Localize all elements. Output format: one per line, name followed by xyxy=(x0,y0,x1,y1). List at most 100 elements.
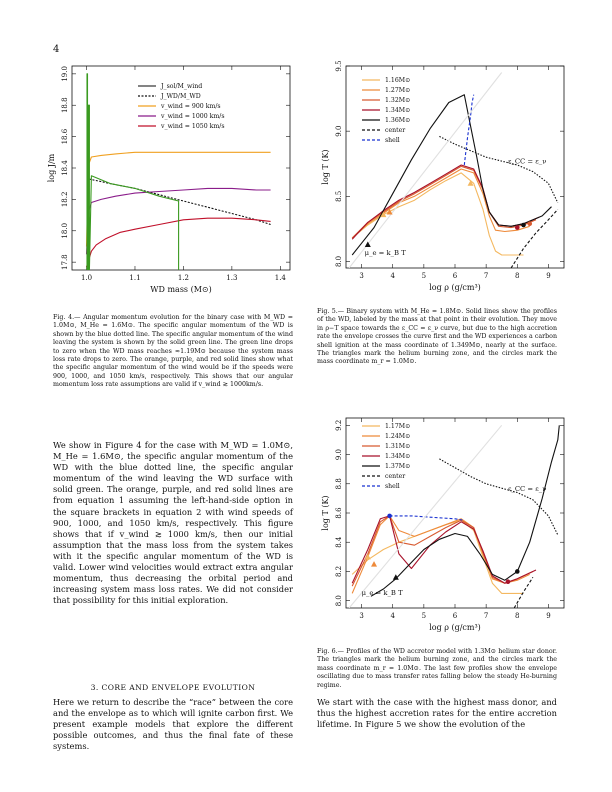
fig6-legend-label: 1.24M⊙ xyxy=(385,433,410,440)
fig4-ytick-label: 18.4 xyxy=(61,160,69,176)
fig6-triangle-marker xyxy=(364,553,371,560)
fig4-ytick-label: 18.2 xyxy=(61,192,69,208)
fig4-legend-label: v_wind = 1050 km/s xyxy=(160,123,225,130)
fig5-circle-marker xyxy=(514,225,520,230)
fig6-legend-label: 1.37M⊙ xyxy=(385,463,410,470)
fig6-triangle-marker xyxy=(392,574,399,580)
fig6-xtick-label: 8 xyxy=(515,612,519,620)
fig5-legend-label: 1.34M⊙ xyxy=(385,107,410,114)
fig4-xlabel: WD mass (M⊙) xyxy=(150,285,211,294)
fig4-xtick-label: 1.3 xyxy=(226,274,237,282)
body-paragraph-3: We start with the case with the highest … xyxy=(317,697,557,730)
fig5-xtick-label: 7 xyxy=(484,272,488,280)
page-number: 4 xyxy=(53,44,60,55)
figure-5: 3 4 5 6 7 8 9 8.0 8.5 9.0 9.5 log ρ (g/cm³) log T (K… xyxy=(321,60,565,292)
fig5-axes-frame xyxy=(345,65,565,269)
fig5-xtick-label: 4 xyxy=(390,272,395,280)
fig5-ytick-label: 8.5 xyxy=(335,191,343,202)
fig6-plot: 3 4 5 6 7 8 9 8.0 8.2 8.4 8.6 8.8 9.0 9.2 log ρ (g/cm³… xyxy=(321,417,565,632)
fig5-series-line xyxy=(351,165,537,239)
fig4-series-group xyxy=(85,73,271,270)
fig4-series-line xyxy=(88,178,271,226)
fig4-xtick-label: 1.0 xyxy=(81,274,92,282)
fig5-annotation: μ_e = k_B T xyxy=(365,249,407,257)
fig6-legend-label: 1.31M⊙ xyxy=(385,443,410,450)
fig5-legend-label: shell xyxy=(385,137,400,144)
fig5-caption: Fig. 5.— Binary system with M_He = 1.8M⊙… xyxy=(317,308,557,366)
fig4-ytick-label: 18.8 xyxy=(61,97,69,113)
fig5-ytick-label: 9.0 xyxy=(335,126,343,137)
fig5-legend-label: 1.16M⊙ xyxy=(385,77,410,84)
fig6-circle-marker xyxy=(387,513,392,519)
fig6-triangle-marker xyxy=(371,561,378,567)
fig6-ytick-label: 8.8 xyxy=(335,478,343,489)
fig5-series-line xyxy=(351,168,530,239)
fig6-series-line xyxy=(351,519,524,594)
fig6-series-group xyxy=(348,424,560,608)
fig5-annotation: ε_CC = ε_ν xyxy=(508,158,546,166)
fig4-plot: 1.0 1.1 1.2 1.3 1.4 17.8 18.0 18.2 18.4 18.6 18.8 1… xyxy=(47,65,291,294)
fig6-series-line xyxy=(351,515,537,584)
fig4-xtick-label: 1.4 xyxy=(275,274,287,282)
body-paragraph-2: Here we return to describe the “race” be… xyxy=(53,697,293,752)
fig4-series-line xyxy=(85,151,271,247)
fig5-xtick-label: 3 xyxy=(359,272,363,280)
fig6-ytick-label: 8.6 xyxy=(335,507,343,519)
fig6-caption: Fig. 6.— Profiles of the WD accretor mod… xyxy=(317,648,557,689)
fig5-series-line xyxy=(348,72,503,268)
figure-4: 1.0 1.1 1.2 1.3 1.4 17.8 18.0 18.2 18.4 18.6 18.8 1… xyxy=(47,65,291,294)
fig6-series-line xyxy=(439,458,559,536)
fig6-annotation: ε_CC = ε_ν xyxy=(508,485,546,493)
fig5-series-line xyxy=(439,135,559,204)
fig5-xtick-label: 6 xyxy=(453,272,458,280)
fig6-ytick-label: 8.2 xyxy=(335,566,343,577)
fig5-ytick-label: 8.0 xyxy=(335,256,343,267)
fig5-legend-label: 1.36M⊙ xyxy=(385,117,410,124)
fig6-ytick-label: 9.2 xyxy=(335,420,343,431)
fig6-ytick-label: 8.0 xyxy=(335,595,343,606)
fig4-legend-label: J_sol/M_wind xyxy=(160,83,202,90)
body-paragraph-1: We show in Figure 4 for the case with M_… xyxy=(53,440,293,606)
fig5-triangle-marker xyxy=(380,211,387,218)
fig5-ytick-label: 9.5 xyxy=(335,60,343,71)
fig6-legend-label: center xyxy=(385,473,405,480)
fig6-ytick-label: 9.0 xyxy=(335,449,343,460)
fig6-xtick-label: 6 xyxy=(453,612,458,620)
fig5-legend-label: 1.32M⊙ xyxy=(385,97,410,104)
fig5-xtick-label: 9 xyxy=(546,272,550,280)
fig4-legend-label: J_WD/M_WD xyxy=(160,93,201,100)
fig5-legend-label: 1.27M⊙ xyxy=(385,87,410,94)
fig6-xlabel: log ρ (g/cm³) xyxy=(429,623,481,632)
fig6-circle-marker xyxy=(505,579,511,584)
fig5-series-line xyxy=(463,94,475,166)
fig5-series-group xyxy=(348,72,559,268)
fig5-plot: 3 4 5 6 7 8 9 8.0 8.5 9.0 9.5 log ρ (g/cm³) log T (K… xyxy=(321,60,565,292)
fig4-ytick-label: 18.0 xyxy=(61,223,69,239)
fig6-xtick-label: 5 xyxy=(422,612,426,620)
fig6-xtick-label: 7 xyxy=(484,612,488,620)
fig4-series-line xyxy=(86,73,180,270)
fig6-legend-label: 1.17M⊙ xyxy=(385,423,410,430)
fig5-series-line xyxy=(351,172,524,256)
fig4-ytick-label: 19.0 xyxy=(61,66,69,82)
fig4-legend-label: v_wind = 1000 km/s xyxy=(160,113,225,120)
fig6-xtick-label: 9 xyxy=(546,612,550,620)
fig4-ytick-label: 18.6 xyxy=(61,128,69,144)
fig5-triangle-marker xyxy=(467,180,474,186)
fig6-legend-label: shell xyxy=(385,483,400,490)
section-heading: 3. CORE AND ENVELOPE EVOLUTION xyxy=(90,683,256,692)
fig5-series-line xyxy=(510,209,559,268)
fig6-annotation: μ_e = k_B T xyxy=(362,589,404,597)
fig6-circle-marker xyxy=(514,569,520,574)
fig6-series-line xyxy=(389,515,465,521)
fig5-xtick-label: 8 xyxy=(515,272,519,280)
fig4-series-line xyxy=(85,217,271,268)
fig6-ylabel: log T (K) xyxy=(321,495,330,530)
fig5-series-line xyxy=(351,94,552,256)
fig6-series-line xyxy=(370,425,560,597)
fig5-triangle-marker xyxy=(386,208,393,215)
fig4-ytick-label: 17.8 xyxy=(61,254,69,270)
fig5-triangle-marker xyxy=(364,241,371,248)
fig5-legend-label: center xyxy=(385,127,405,134)
figure-6: 3 4 5 6 7 8 9 8.0 8.2 8.4 8.6 8.8 9.0 9.2 log ρ (g/cm³… xyxy=(321,417,565,632)
